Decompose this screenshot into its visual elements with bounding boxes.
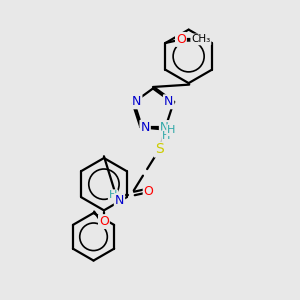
- Text: O: O: [99, 215, 109, 228]
- Text: N: N: [140, 121, 150, 134]
- Text: CH₃: CH₃: [191, 34, 211, 44]
- Text: N: N: [164, 95, 173, 108]
- Text: S: S: [154, 142, 164, 157]
- Text: N: N: [160, 121, 169, 134]
- Text: O: O: [144, 185, 154, 198]
- Text: H: H: [109, 190, 117, 200]
- Text: N: N: [132, 95, 142, 108]
- Text: H: H: [162, 131, 170, 141]
- Text: H: H: [167, 125, 176, 135]
- Text: O: O: [176, 33, 186, 46]
- Text: N: N: [115, 194, 124, 207]
